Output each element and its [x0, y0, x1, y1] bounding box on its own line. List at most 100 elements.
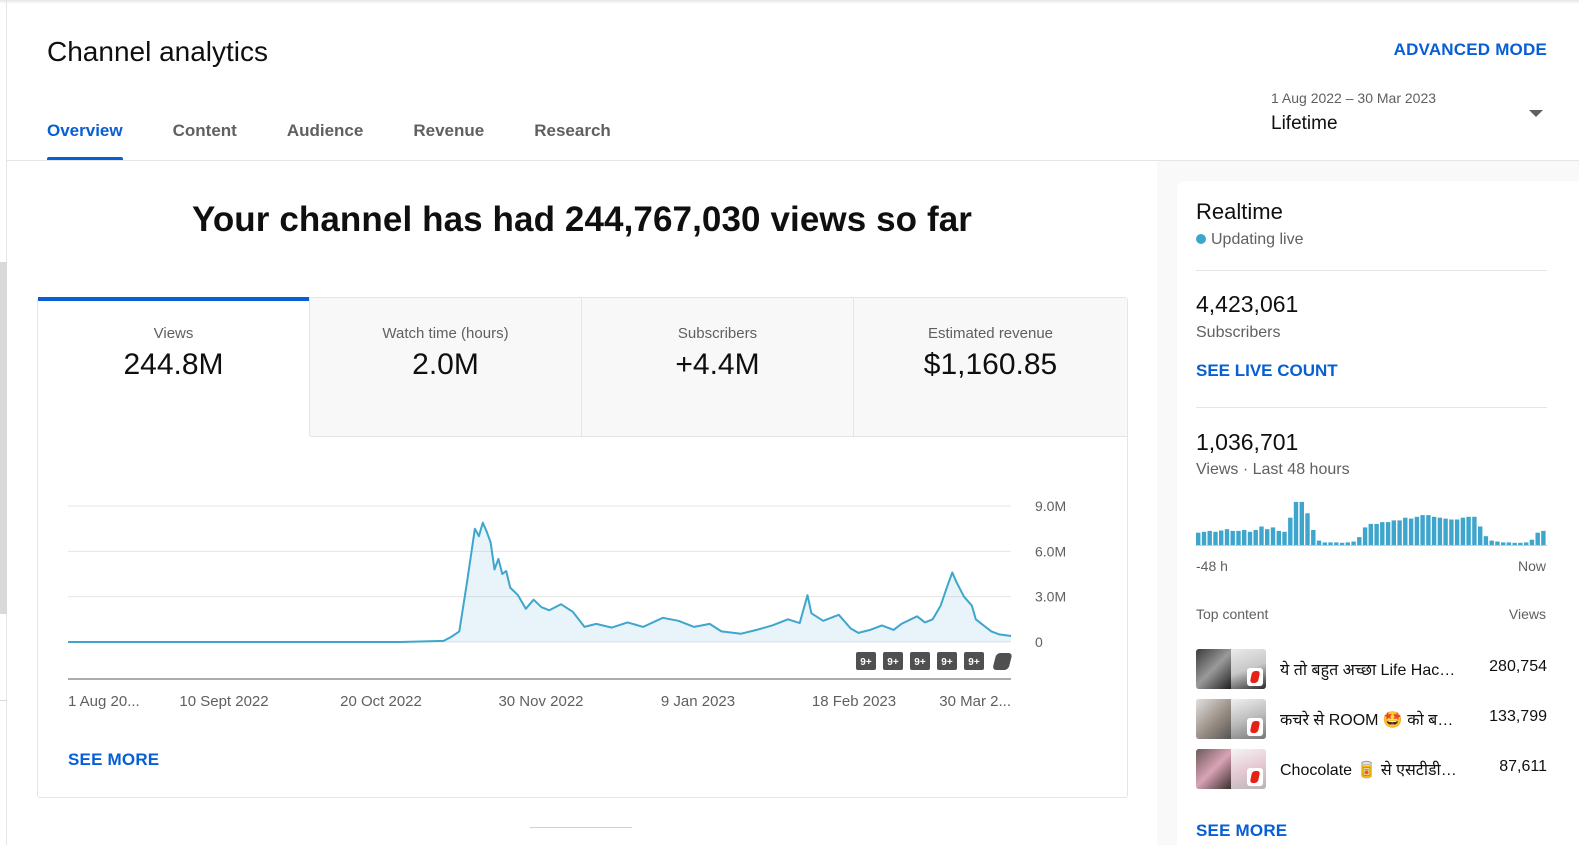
x-tick-label: 9 Jan 2023	[661, 693, 735, 710]
shorts-icon	[1247, 768, 1263, 786]
advanced-mode-link[interactable]: ADVANCED MODE	[1393, 40, 1547, 59]
top-content-views: 133,799	[1489, 708, 1547, 725]
top-content-label: Top content	[1196, 606, 1269, 622]
series-area	[68, 522, 1011, 642]
hourly-bar	[1247, 531, 1253, 545]
hourly-bar	[1449, 519, 1454, 545]
svg-text:9+: 9+	[860, 657, 872, 668]
hourly-bar	[1362, 527, 1368, 545]
views-line-chart[interactable]: 9.0M 6.0M 3.0M 0 1 Aug 20... 10 Sept 2022 20 O…	[38, 298, 1127, 728]
hourly-bar	[1270, 527, 1276, 545]
live-dot-icon	[1196, 234, 1206, 244]
metric-value: 244.8M	[123, 348, 224, 381]
hourly-bar	[1374, 523, 1379, 545]
hourly-bar	[1535, 532, 1540, 545]
hourly-bar	[1478, 526, 1483, 545]
video-thumbnail	[1196, 649, 1266, 689]
top-content-item[interactable]: कचरे से ROOM 🤩 को बना दिया 133,799	[1196, 699, 1547, 739]
tab-overview[interactable]: Overview	[47, 110, 123, 160]
metric-value: $1,160.85	[923, 348, 1058, 381]
metric-tab-watch-time[interactable]: Watch time (hours) 2.0M	[310, 298, 582, 437]
hourly-bar	[1201, 531, 1207, 545]
hourly-bar	[1414, 516, 1420, 545]
y-tick-label: 9.0M	[1035, 498, 1066, 514]
hourly-bar	[1368, 523, 1373, 545]
date-range-selector[interactable]: 1 Aug 2022 – 30 Mar 2023 Lifetime	[1271, 90, 1436, 135]
hourly-bar	[1506, 542, 1512, 545]
hourly-bar	[1224, 529, 1230, 545]
tab-content[interactable]: Content	[172, 121, 237, 140]
svg-text:9+: 9+	[914, 657, 926, 668]
tabs-divider	[7, 160, 1579, 161]
tab-research[interactable]: Research	[534, 121, 611, 140]
hourly-bar	[1501, 542, 1506, 545]
annotation-badge: 9+	[883, 652, 903, 670]
annotation-badge: 9+	[964, 652, 984, 670]
hourly-bar	[1288, 517, 1293, 545]
hourly-bar	[1454, 519, 1460, 545]
date-range-label: Lifetime	[1271, 113, 1338, 134]
live-status-text: Updating live	[1211, 231, 1304, 248]
chevron-down-icon[interactable]	[1529, 110, 1543, 117]
metric-tab-subscribers[interactable]: Subscribers +4.4M	[582, 298, 854, 437]
x-tick-label: 1 Aug 20...	[68, 693, 140, 710]
hourly-bar	[1380, 522, 1385, 545]
hourly-bar	[1391, 520, 1396, 545]
hourly-bar	[1345, 542, 1350, 545]
divider	[1196, 407, 1547, 408]
top-content-item[interactable]: Chocolate 🥫 से एसटीडी बना दिया 87,611	[1196, 749, 1547, 789]
metric-label: Estimated revenue	[927, 325, 1054, 342]
hourly-bar	[1426, 515, 1431, 545]
hourly-bar	[1316, 540, 1322, 545]
realtime-views-label: Views · Last 48 hours	[1196, 461, 1350, 478]
hourly-bar	[1293, 501, 1299, 545]
top-content-item[interactable]: ये तो बहुत अच्छा Life Hack है 280,754	[1196, 649, 1547, 689]
hourly-bar	[1483, 536, 1489, 545]
tab-revenue[interactable]: Revenue	[413, 121, 485, 140]
realtime-see-more-link[interactable]: SEE MORE	[1196, 821, 1288, 840]
analytics-tabs: Overview Content Audience Revenue Resear…	[47, 110, 661, 160]
subscriber-label: Subscribers	[1196, 324, 1281, 341]
metric-tab-views[interactable]: Views 244.8M	[38, 297, 310, 436]
svg-text:9+: 9+	[968, 657, 980, 668]
annotation-badge: 9+	[856, 652, 876, 670]
date-range-dates: 1 Aug 2022 – 30 Mar 2023	[1271, 90, 1437, 106]
annotation-badge: 9+	[910, 652, 930, 670]
scroll-indicator	[530, 827, 632, 828]
mini-chart-start-label: -48 h	[1196, 558, 1228, 574]
top-content-views: 280,754	[1489, 658, 1547, 675]
subscriber-count: 4,423,061	[1196, 291, 1299, 317]
y-tick-label: 3.0M	[1035, 589, 1066, 605]
left-scrollbar[interactable]	[0, 262, 7, 614]
hourly-bar	[1489, 540, 1494, 545]
hourly-bar	[1213, 531, 1218, 545]
see-more-link[interactable]: SEE MORE	[68, 750, 160, 769]
metric-tab-revenue[interactable]: Estimated revenue $1,160.85	[854, 298, 1127, 437]
hourly-bar	[1311, 530, 1316, 545]
hourly-bar	[1437, 517, 1443, 545]
hourly-bar	[1403, 517, 1408, 545]
hourly-bar	[1460, 517, 1466, 545]
hourly-bar	[1541, 530, 1546, 545]
realtime-bar-chart[interactable]	[1196, 495, 1547, 547]
y-tick-label: 0	[1035, 634, 1043, 650]
hourly-bar	[1276, 530, 1281, 545]
x-tick-label: 30 Nov 2022	[498, 693, 583, 710]
hourly-bar	[1196, 532, 1201, 545]
hourly-bar	[1259, 526, 1264, 545]
shorts-icon	[1247, 668, 1263, 686]
hourly-bar	[1265, 529, 1270, 545]
see-live-count-link[interactable]: SEE LIVE COUNT	[1196, 361, 1338, 380]
top-content-views-label: Views	[1508, 606, 1546, 622]
hourly-bar	[1495, 541, 1500, 545]
hourly-bar	[1253, 530, 1258, 545]
tab-audience[interactable]: Audience	[286, 121, 364, 140]
hourly-bar	[1351, 541, 1356, 545]
hourly-bar	[1328, 542, 1333, 545]
hourly-bar	[1305, 513, 1310, 545]
hourly-bar	[1408, 518, 1414, 545]
hourly-bar	[1299, 501, 1304, 545]
x-tick-label: 20 Oct 2022	[340, 693, 422, 710]
svg-text:9+: 9+	[941, 657, 953, 668]
shorts-annotation-icon	[993, 653, 1012, 670]
